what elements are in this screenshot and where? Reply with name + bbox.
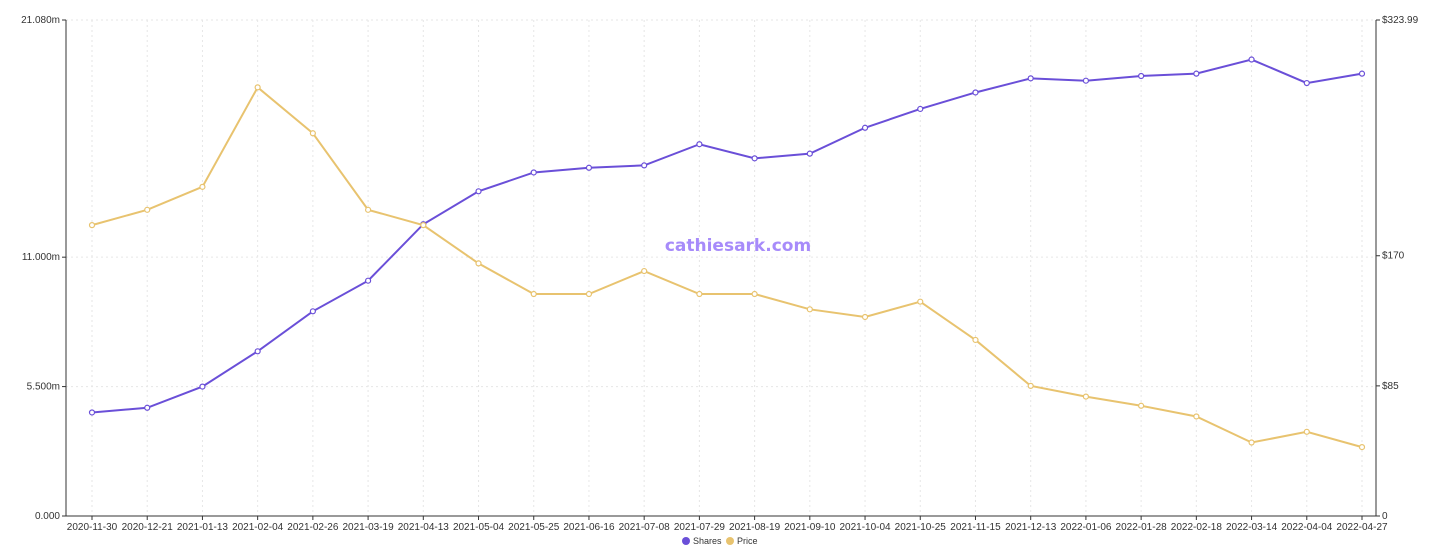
x-tick-label: 2022-03-14 bbox=[1226, 522, 1278, 533]
series-line-shares bbox=[91, 58, 1363, 414]
data-point-shares[interactable] bbox=[1248, 56, 1255, 63]
data-point-shares[interactable] bbox=[530, 169, 537, 176]
data-point-price[interactable] bbox=[585, 290, 593, 298]
y-left-tick-label: 21.080m bbox=[21, 15, 60, 26]
legend[interactable]: Shares Price bbox=[682, 536, 758, 546]
data-point-shares[interactable] bbox=[364, 277, 372, 284]
data-point-shares[interactable] bbox=[751, 155, 758, 162]
legend-label: Price bbox=[737, 536, 758, 546]
data-point-price[interactable] bbox=[420, 222, 427, 229]
series-shares bbox=[88, 56, 1366, 416]
legend-item-price[interactable]: Price bbox=[726, 536, 758, 546]
data-point-price[interactable] bbox=[1138, 402, 1145, 409]
data-point-price[interactable] bbox=[1248, 439, 1255, 446]
data-point-price[interactable] bbox=[1082, 393, 1090, 400]
x-tick-label: 2021-02-26 bbox=[287, 522, 339, 533]
x-tick-label: 2021-08-19 bbox=[729, 522, 781, 533]
data-point-price[interactable] bbox=[751, 290, 758, 298]
data-point-shares[interactable] bbox=[1138, 72, 1145, 80]
y-left-tick-label: 11.000m bbox=[22, 252, 60, 263]
legend-swatch bbox=[726, 537, 734, 545]
data-point-price[interactable] bbox=[917, 298, 924, 305]
data-point-price[interactable] bbox=[1193, 413, 1200, 420]
data-point-shares[interactable] bbox=[144, 404, 151, 411]
data-point-price[interactable] bbox=[696, 290, 703, 298]
data-point-shares[interactable] bbox=[1027, 75, 1034, 82]
axes: 21.080m 11.000m 5.500m 0.000 $323.99 $170 $85 0… bbox=[21, 15, 1419, 533]
data-point-price[interactable] bbox=[972, 336, 979, 344]
data-point-shares[interactable] bbox=[972, 89, 979, 96]
x-tick-label: 2021-02-04 bbox=[232, 522, 284, 533]
x-tick-label: 2022-04-04 bbox=[1281, 522, 1333, 533]
data-point-shares[interactable] bbox=[585, 164, 593, 171]
data-point-shares[interactable] bbox=[806, 150, 813, 157]
x-tick-label: 2021-04-13 bbox=[398, 522, 450, 533]
y-left-tick-label: 5.500m bbox=[27, 382, 60, 393]
data-point-shares[interactable] bbox=[199, 383, 206, 390]
data-point-price[interactable] bbox=[144, 206, 151, 213]
data-point-shares[interactable] bbox=[696, 141, 703, 148]
data-point-price[interactable] bbox=[1027, 382, 1034, 389]
x-tick-label: 2021-07-29 bbox=[674, 522, 726, 533]
x-tick-label: 2021-05-04 bbox=[453, 522, 505, 533]
data-point-shares[interactable] bbox=[1303, 79, 1310, 87]
x-tick-label: 2022-02-18 bbox=[1171, 522, 1223, 533]
x-tick-label: 2021-09-10 bbox=[784, 522, 836, 533]
data-point-price[interactable] bbox=[199, 183, 206, 190]
x-tick-label: 2022-01-06 bbox=[1060, 522, 1112, 533]
x-tick-label: 2021-10-04 bbox=[839, 522, 891, 533]
data-point-price[interactable] bbox=[806, 306, 813, 313]
legend-item-shares[interactable]: Shares bbox=[682, 536, 722, 546]
x-tick-label: 2022-01-28 bbox=[1116, 522, 1168, 533]
x-tick-label: 2021-07-08 bbox=[619, 522, 671, 533]
series-price bbox=[88, 84, 1366, 451]
data-point-shares[interactable] bbox=[1082, 77, 1090, 84]
x-tick-label: 2021-03-19 bbox=[343, 522, 395, 533]
data-point-price[interactable] bbox=[1358, 444, 1366, 451]
data-point-price[interactable] bbox=[1303, 428, 1310, 435]
y-left-tick-label: 0.000 bbox=[35, 511, 60, 522]
x-tick-label: 2021-01-13 bbox=[177, 522, 229, 533]
x-tick-label: 2021-06-16 bbox=[563, 522, 615, 533]
x-tick-label: 2021-05-25 bbox=[508, 522, 560, 533]
y-right-tick-label: $170 bbox=[1382, 251, 1405, 262]
data-point-shares[interactable] bbox=[917, 105, 924, 113]
data-point-shares[interactable] bbox=[88, 409, 96, 416]
data-point-price[interactable] bbox=[254, 84, 261, 91]
data-point-price[interactable] bbox=[309, 130, 316, 137]
y-right-tick-label: $85 bbox=[1382, 381, 1399, 392]
data-point-shares[interactable] bbox=[1358, 70, 1366, 77]
x-tick-label: 2021-10-25 bbox=[895, 522, 947, 533]
series-line-price bbox=[91, 85, 1363, 449]
x-tick-label: 2020-12-21 bbox=[122, 522, 174, 533]
watermark: cathiesark.com bbox=[665, 236, 811, 256]
x-tick-label: 2020-11-30 bbox=[67, 522, 118, 533]
data-point-shares[interactable] bbox=[254, 348, 261, 355]
data-point-shares[interactable] bbox=[641, 162, 648, 169]
series-layer bbox=[88, 56, 1366, 451]
grid-lines bbox=[66, 19, 1376, 517]
data-point-shares[interactable] bbox=[309, 308, 316, 315]
legend-label: Shares bbox=[693, 536, 722, 546]
data-point-price[interactable] bbox=[88, 222, 96, 229]
data-point-shares[interactable] bbox=[475, 188, 482, 195]
y-right-tick-label: 0 bbox=[1382, 511, 1388, 522]
y-right-tick-label: $323.99 bbox=[1382, 15, 1419, 26]
data-point-price[interactable] bbox=[641, 267, 648, 275]
data-point-price[interactable] bbox=[861, 313, 869, 321]
data-point-shares[interactable] bbox=[1193, 70, 1200, 77]
x-tick-label: 2022-04-27 bbox=[1336, 522, 1388, 533]
x-tick-label: 2021-12-13 bbox=[1005, 522, 1057, 533]
x-tick-label: 2021-11-15 bbox=[950, 522, 1001, 533]
data-point-price[interactable] bbox=[475, 260, 482, 267]
data-point-price[interactable] bbox=[364, 206, 372, 213]
legend-swatch bbox=[682, 537, 690, 545]
data-point-price[interactable] bbox=[530, 290, 537, 298]
data-point-shares[interactable] bbox=[861, 124, 869, 131]
